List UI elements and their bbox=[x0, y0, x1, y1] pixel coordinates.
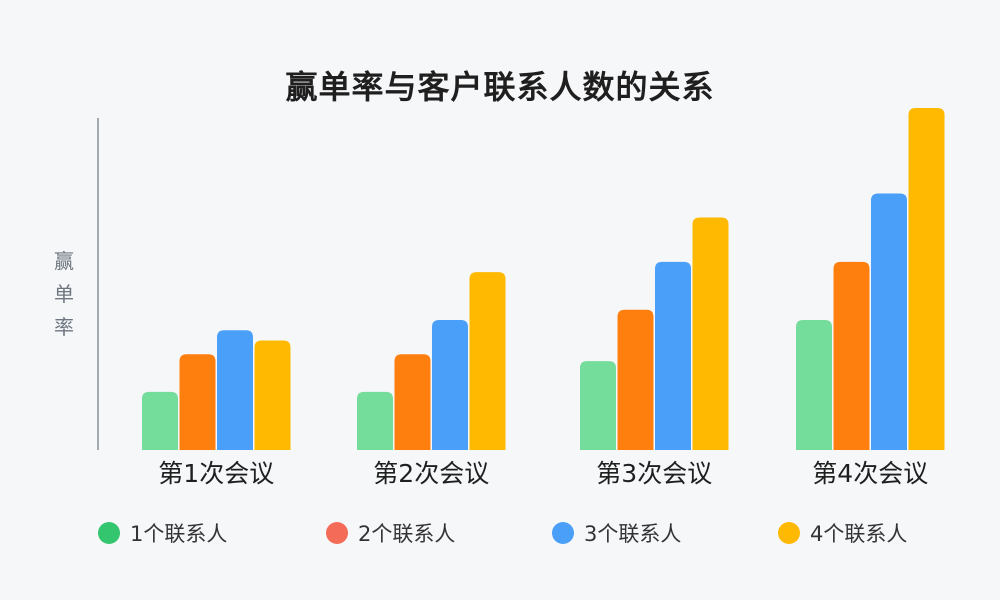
legend-dot-icon bbox=[326, 522, 348, 544]
bar-第3次会议-4个联系人 bbox=[692, 217, 729, 450]
legend-item: 4个联系人 bbox=[778, 518, 907, 548]
bar-第4次会议-3个联系人 bbox=[871, 193, 907, 450]
bar-第1次会议-3个联系人 bbox=[217, 330, 253, 450]
x-tick-label: 第1次会议 bbox=[158, 459, 274, 488]
legend-dot-icon bbox=[778, 522, 800, 544]
x-tick-label: 第4次会议 bbox=[812, 459, 928, 488]
bar-第2次会议-4个联系人 bbox=[469, 272, 506, 450]
bar-第4次会议-2个联系人 bbox=[833, 261, 870, 450]
y-axis-label: 赢 单 率 bbox=[54, 249, 74, 339]
bar-第4次会议-4个联系人 bbox=[908, 108, 945, 450]
bar-第2次会议-1个联系人 bbox=[357, 391, 393, 450]
bar-第2次会议-2个联系人 bbox=[394, 354, 431, 450]
legend: 1个联系人 2个联系人 3个联系人 4个联系人 bbox=[0, 518, 1000, 550]
bar-第3次会议-1个联系人 bbox=[580, 361, 616, 450]
legend-dot-icon bbox=[552, 522, 574, 544]
bar-第2次会议-3个联系人 bbox=[432, 320, 468, 450]
legend-item: 3个联系人 bbox=[552, 518, 681, 548]
legend-label: 4个联系人 bbox=[810, 522, 908, 546]
legend-item: 2个联系人 bbox=[326, 518, 455, 548]
legend-dot-icon bbox=[98, 522, 120, 544]
bar-第4次会议-1个联系人 bbox=[796, 320, 832, 450]
legend-label: 1个联系人 bbox=[130, 522, 228, 546]
bar-第3次会议-2个联系人 bbox=[617, 309, 654, 450]
bar-第1次会议-1个联系人 bbox=[142, 391, 178, 450]
bar-第1次会议-4个联系人 bbox=[254, 340, 291, 450]
x-tick-label: 第3次会议 bbox=[596, 459, 712, 488]
legend-label: 2个联系人 bbox=[358, 522, 456, 546]
chart-title: 赢单率与客户联系人数的关系 bbox=[285, 68, 715, 106]
legend-item: 1个联系人 bbox=[98, 518, 227, 548]
bar-第3次会议-3个联系人 bbox=[655, 261, 691, 450]
legend-label: 3个联系人 bbox=[584, 522, 682, 546]
bar-第1次会议-2个联系人 bbox=[179, 354, 216, 450]
x-tick-label: 第2次会议 bbox=[373, 459, 489, 488]
